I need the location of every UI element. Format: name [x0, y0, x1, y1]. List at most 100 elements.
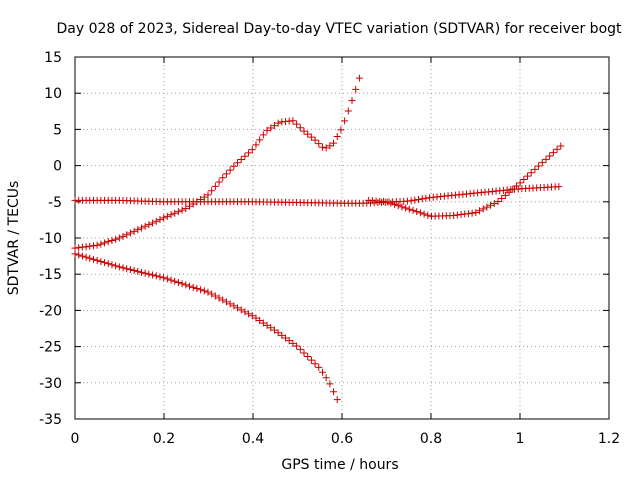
data-point: [130, 227, 138, 235]
data-point: [282, 334, 290, 342]
data-point: [300, 349, 308, 357]
data-point: [479, 205, 487, 213]
series-late-dip: [365, 142, 565, 220]
data-point: [270, 326, 278, 334]
x-tick-label: 0.6: [331, 431, 353, 447]
data-point: [344, 107, 352, 115]
data-point: [237, 306, 245, 314]
data-point: [501, 191, 509, 199]
data-point: [230, 302, 238, 310]
data-point: [416, 209, 424, 217]
data-point: [104, 238, 112, 246]
gridlines: [74, 56, 610, 420]
y-tick-label: -20: [39, 303, 62, 319]
data-point: [115, 234, 123, 242]
data-point: [167, 211, 175, 219]
data-point: [108, 236, 116, 244]
data-point: [245, 149, 253, 157]
data-point: [531, 165, 539, 173]
data-point: [226, 166, 234, 174]
data-point: [315, 363, 323, 371]
data-point: [555, 183, 563, 191]
series-flat: [71, 183, 563, 207]
data-point: [208, 187, 216, 195]
y-tick-label: -10: [39, 231, 62, 247]
data-point: [527, 169, 535, 177]
data-point: [248, 146, 256, 154]
data-point: [149, 219, 157, 227]
data-point: [304, 353, 312, 361]
data-point: [418, 195, 426, 203]
data-point: [352, 85, 360, 93]
y-tick-label: 15: [44, 50, 62, 66]
data-point: [219, 174, 227, 182]
data-point: [293, 120, 301, 128]
data-point: [549, 149, 557, 157]
data-point: [472, 209, 480, 217]
y-tick-label: 10: [44, 86, 62, 102]
data-point: [516, 179, 524, 187]
data-point: [259, 131, 267, 139]
data-point: [215, 178, 223, 186]
series-rising-hump: [71, 74, 363, 252]
data-point: [178, 206, 186, 214]
x-tick-label: 1: [516, 431, 525, 447]
data-point: [546, 152, 554, 160]
data-point: [557, 142, 565, 150]
data-point: [330, 388, 338, 396]
data-point: [494, 198, 502, 206]
data-point: [263, 321, 271, 329]
data-point: [241, 152, 249, 160]
data-point: [487, 201, 495, 209]
data-point: [145, 270, 153, 278]
data-point: [152, 217, 160, 225]
x-tick-label: 0.4: [242, 431, 264, 447]
data-point: [156, 273, 164, 281]
data-point: [278, 331, 286, 339]
data-point: [337, 126, 345, 134]
data-point: [512, 182, 520, 190]
data-point: [311, 136, 319, 144]
data-point: [490, 199, 498, 207]
data-point: [407, 197, 415, 205]
data-point: [304, 130, 312, 138]
data-point: [75, 251, 83, 259]
series-descending: [71, 250, 341, 404]
data-point: [182, 281, 190, 289]
data-point: [204, 288, 212, 296]
data-point: [211, 182, 219, 190]
data-point: [411, 196, 419, 204]
data-point: [348, 97, 356, 105]
data-point: [208, 290, 216, 298]
data-point: [149, 271, 157, 279]
data-point: [189, 200, 197, 208]
y-tick-label: -25: [39, 340, 62, 356]
data-point: [167, 276, 175, 284]
data-point: [296, 124, 304, 132]
data-point: [163, 275, 171, 283]
data-point: [256, 317, 264, 325]
data-point: [93, 256, 101, 264]
data-point: [468, 209, 476, 217]
data-point: [78, 252, 86, 260]
data-point: [89, 255, 97, 263]
data-point: [307, 356, 315, 364]
data-point: [197, 195, 205, 203]
data-point: [289, 339, 297, 347]
data-point: [230, 162, 238, 170]
data-point: [387, 199, 395, 207]
data-point: [163, 212, 171, 220]
data-series: [71, 74, 565, 404]
data-point: [171, 277, 179, 285]
data-point: [424, 211, 432, 219]
data-point: [285, 337, 293, 345]
data-point: [383, 198, 391, 206]
data-point: [245, 310, 253, 318]
data-point: [137, 224, 145, 232]
data-point: [252, 141, 260, 149]
data-point: [215, 294, 223, 302]
data-point: [171, 209, 179, 217]
x-tick-label: 0: [71, 431, 80, 447]
data-point: [315, 140, 323, 148]
chart-title: Day 028 of 2023, Sidereal Day-to-day VTE…: [56, 21, 622, 37]
